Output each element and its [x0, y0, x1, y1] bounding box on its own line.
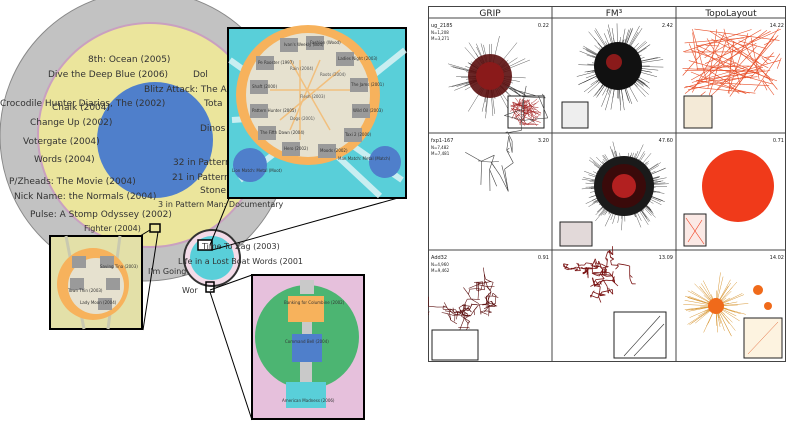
row-graph-name: fxp1-167 — [431, 138, 453, 144]
outer-label: Votergate (2004) — [23, 137, 100, 147]
outer-label: Wor — [182, 286, 198, 295]
inset-top-label: Wild Oil (2003) — [353, 108, 383, 113]
column-header-fm3: FM³ — [606, 9, 623, 19]
layout-time: 0.91 — [538, 255, 549, 261]
row-graph-nodes: N=1,208 — [431, 30, 449, 35]
outer-label: Chalk (2004) — [52, 103, 110, 113]
outer-label: I'm Going — [148, 267, 186, 276]
layout-time: 47.60 — [659, 138, 673, 144]
inset-top-label: Dogs (2001) — [290, 116, 315, 121]
zoomable-circle-layout-figure: 8th: Ocean (2005) Dive the Deep Blue (20… — [0, 0, 420, 423]
zoom-inset-bottom: Banking for Columbine (2002) Command Bel… — [252, 275, 364, 419]
outer-label: Dinos — [200, 124, 226, 134]
outer-label: 3 in Pattern Man: Documentary — [158, 200, 284, 209]
layout-time: 2.42 — [662, 23, 673, 29]
inset-left-label: Saving Tina (2003) — [100, 264, 138, 269]
inset-bottom-label: American Madness (2006) — [282, 398, 335, 403]
circle-layout-svg: 8th: Ocean (2005) Dive the Deep Blue (20… — [0, 0, 420, 423]
inset-top-label: Taxi 2 (2000) — [344, 132, 372, 137]
row-graph-nodes: N=4,960 — [431, 262, 449, 267]
inset-top-label: Roots (2004) — [320, 72, 346, 77]
inset-bottom-label: Banking for Columbine (2002) — [284, 300, 345, 305]
outer-label: Life in a Lost Boat Words (2001 — [178, 257, 303, 266]
column-header-topolayout: TopoLayout — [704, 9, 757, 19]
layout-time: 14.02 — [770, 255, 784, 261]
inset-top-label: Pattern Hunter (2005) — [252, 108, 296, 113]
inset-top-label: Hero (2002) — [284, 146, 308, 151]
layout-time: 14.22 — [770, 23, 784, 29]
row-graph-edges: M=3,271 — [431, 36, 450, 41]
inset-top-label: Pe Rooster (1997) — [258, 60, 294, 65]
row-graph-name: Add32 — [431, 255, 447, 261]
comparison-grid-svg: GRIP FM³ TopoLayout ug_2185 N=1,208 M=3,… — [428, 6, 786, 362]
inset-top-label: The Jams (2001) — [350, 82, 384, 87]
outer-label: Stone — [200, 186, 226, 196]
outer-label: 32 in Pattern — [173, 158, 231, 168]
inset-top-label: Fashion (Wood) — [310, 40, 341, 45]
layout-time: 0.71 — [773, 138, 784, 144]
outer-label: Words (2004) — [34, 155, 95, 165]
outer-label: 21 in Pattern — [172, 173, 230, 183]
layout-time: 0.22 — [538, 23, 549, 29]
row-graph-nodes: N=7,482 — [431, 145, 449, 150]
inset-left-label: Town Thin (2003) — [67, 288, 103, 293]
outer-label: Blitz Attack: The An — [144, 85, 232, 95]
column-header-grip: GRIP — [479, 9, 501, 19]
outer-label: 8th: Ocean (2005) — [88, 55, 170, 65]
inset-bottom-label: Command Bell (2004) — [285, 339, 329, 344]
inset-top-label: Man Match: Metal (Match) — [338, 156, 391, 161]
layout-time: 3.20 — [538, 138, 549, 144]
outer-label: Change Up (2002) — [30, 118, 112, 128]
inset-top-label: Lion Match: Metal (Moot) — [232, 168, 282, 173]
inset-top-label: Ladies Night (2003) — [338, 56, 378, 61]
outer-label: Pulse: A Stomp Odyssey (2002) — [30, 210, 172, 220]
outer-label: Time To Zag (2003) — [201, 242, 280, 251]
outer-label: Dol — [193, 70, 208, 80]
row-graph-name: ug_2185 — [431, 23, 453, 29]
inset-left-label: Lady Moon (2004) — [80, 300, 117, 305]
inset-top-label: Rain (2004) — [290, 66, 314, 71]
inset-top-label: Shaft (2000) — [252, 84, 277, 89]
row-graph-edges: M=9,462 — [431, 268, 450, 273]
layout-time: 13.09 — [659, 255, 673, 261]
inset-top-label: The Fifth Dawn (2004) — [259, 130, 305, 135]
zoom-inset-left: Saving Tina (2003) Town Thin (2003) Lady… — [50, 236, 142, 329]
row-graph-edges: M=7,481 — [431, 151, 450, 156]
outer-label: Nick Name: the Normals (2004) — [14, 192, 156, 202]
layout-comparison-grid: GRIP FM³ TopoLayout ug_2185 N=1,208 M=3,… — [428, 6, 786, 362]
inset-top-label: Flesh (2003) — [300, 94, 326, 99]
zoom-inset-top: Ivan's Weekly (Bod) Fashion (Wood) Pe Ro… — [228, 25, 406, 198]
inset-top-label: Moods (2002) — [320, 148, 348, 153]
outer-label: P/Zheads: The Movie (2004) — [9, 177, 136, 187]
outer-label: Dive the Deep Blue (2006) — [48, 70, 168, 80]
outer-label: Tota — [203, 99, 223, 109]
outer-label: Fighter (2004) — [84, 224, 141, 233]
